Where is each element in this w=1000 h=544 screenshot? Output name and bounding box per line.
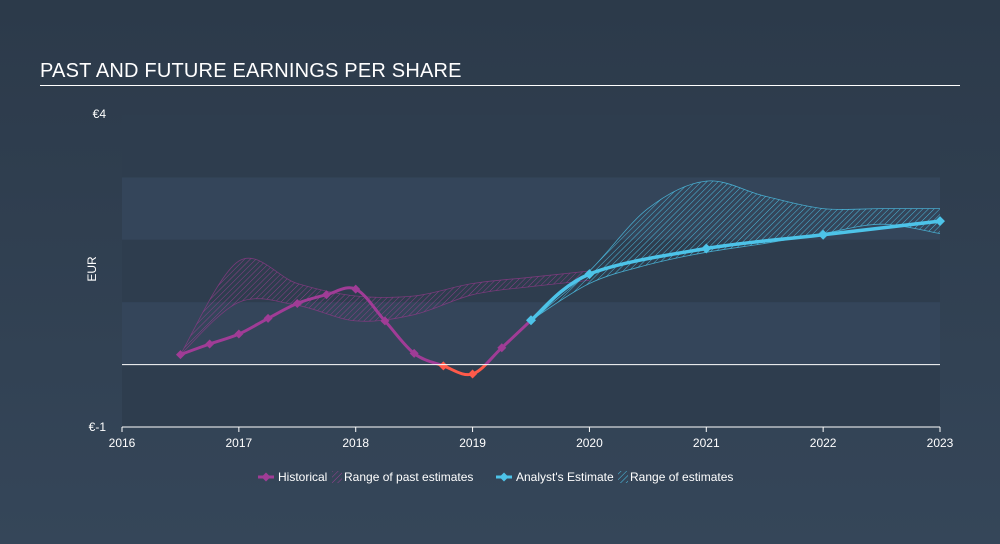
x-tick-label: 2021 [693, 436, 720, 450]
plot-background-bands [122, 115, 940, 427]
plot-band [122, 302, 940, 365]
historical-point [497, 343, 507, 353]
future-range-lower-edge [530, 223, 941, 321]
estimate-point [818, 229, 829, 240]
historical-point [322, 290, 331, 300]
x-tick-label: 2023 [927, 436, 954, 450]
x-tick-label: 2020 [576, 436, 603, 450]
chart-title: PAST AND FUTURE EARNINGS PER SHARE [40, 60, 462, 82]
y-tick-label: €4 [93, 107, 107, 121]
y-axis-label: EUR [85, 256, 99, 282]
historical-point [438, 361, 448, 371]
past-estimates-range [180, 258, 590, 355]
historical-point [205, 339, 215, 349]
historical-point [351, 284, 361, 294]
x-tick-label: 2018 [342, 436, 369, 450]
past-range-upper-edge [180, 258, 590, 355]
x-tick-label: 2022 [810, 436, 837, 450]
plot-band [122, 115, 940, 178]
legend-future-range-label: Range of estimates [630, 470, 733, 484]
legend-future-range-swatch [618, 471, 628, 483]
legend-past-range-label: Range of past estimates [344, 470, 473, 484]
historical-point [468, 369, 478, 379]
estimate-point [584, 269, 595, 280]
future-estimates-range [531, 180, 940, 321]
title-divider [40, 85, 960, 86]
plot-band [122, 364, 940, 427]
historical-point [234, 329, 244, 339]
axes: 2016 2017 2018 2019 2020 2021 2022 2023 €4 €-1 EUR [85, 107, 954, 450]
x-tick-label: 2017 [226, 436, 253, 450]
legend-past-range-swatch [332, 471, 342, 483]
estimate-point [526, 315, 536, 326]
legend-historical-label: Historical [278, 470, 327, 484]
historical-point [292, 298, 302, 308]
x-tick-label: 2016 [109, 436, 136, 450]
historical-point [380, 316, 390, 326]
historical-point [409, 348, 419, 358]
future-range-upper-edge [530, 180, 940, 321]
estimate-point [935, 216, 945, 227]
legend-estimate-label: Analyst's Estimate [516, 470, 614, 484]
legend: Historical Range of past estimates Analyst… [258, 470, 733, 484]
estimate-point [701, 243, 712, 254]
range-areas [180, 180, 941, 355]
historical-point [263, 313, 273, 323]
historical-point [175, 350, 185, 360]
x-tick-label: 2019 [459, 436, 486, 450]
series-markers [175, 216, 945, 482]
y-tick-label: €-1 [89, 420, 107, 434]
